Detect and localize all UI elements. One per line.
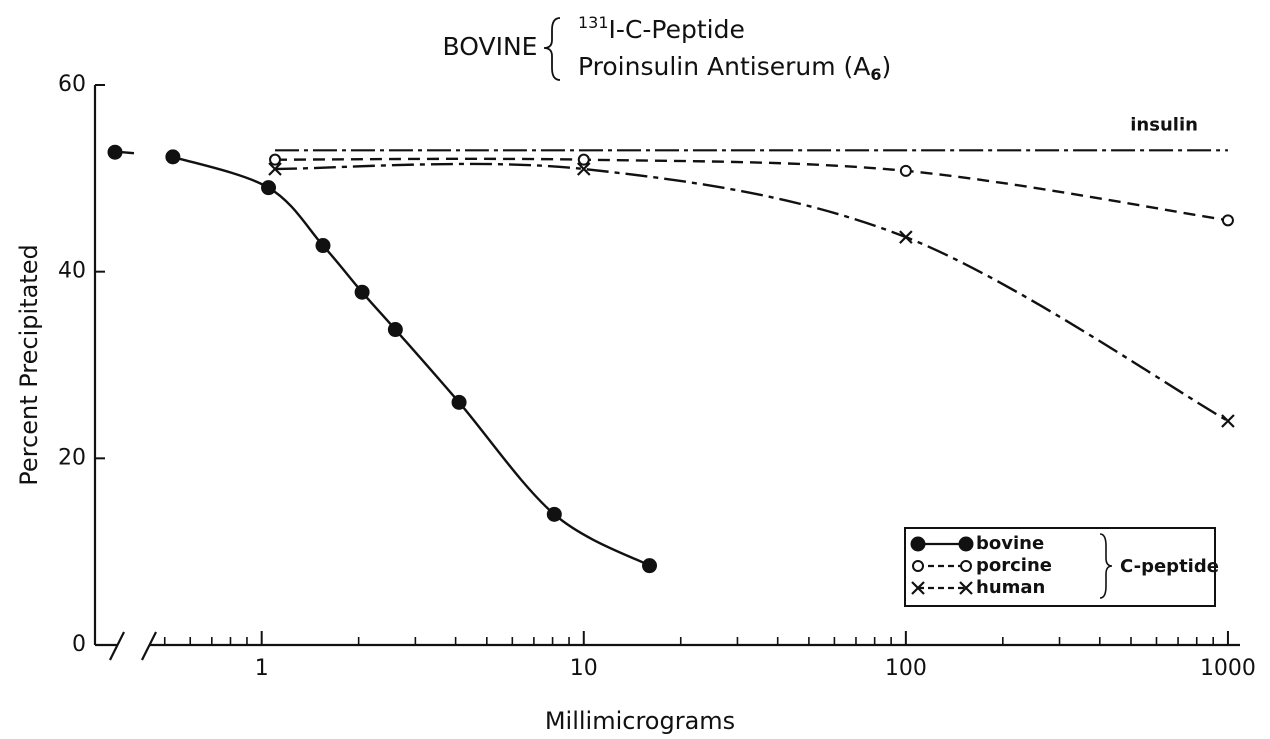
marker-x [577, 162, 591, 176]
marker-x [1221, 414, 1235, 428]
legend-box [904, 527, 1216, 607]
x-tick-label: 10 [570, 656, 598, 681]
marker-filled [315, 238, 331, 254]
subtitle-text: Proinsulin Antiserum (A [578, 52, 870, 81]
legend-label: bovine [976, 533, 1044, 554]
zero-dose-line [121, 151, 135, 155]
subtitle-end: ) [882, 52, 892, 81]
y-tick-label: 0 [72, 632, 86, 657]
marker-filled [910, 536, 926, 552]
legend-label: porcine [976, 555, 1052, 576]
marker-open [899, 164, 912, 177]
y-axis-label: Percent Precipitated [15, 244, 43, 485]
marker-filled [546, 506, 562, 522]
y-tick-label: 60 [58, 72, 86, 97]
marker-filled [387, 322, 403, 338]
marker-filled [354, 284, 370, 300]
marker-filled [642, 558, 658, 574]
x-tick-label: 1000 [1200, 656, 1256, 681]
title-brace [543, 17, 561, 81]
marker-filled [958, 536, 974, 552]
series-line [172, 155, 651, 567]
marker-filled [107, 144, 123, 160]
axis-break [109, 631, 125, 661]
insulin-label: insulin [1130, 114, 1198, 135]
x-tick-label: 100 [885, 656, 927, 681]
subscript: 6 [870, 65, 881, 84]
y-tick-label: 40 [58, 259, 86, 284]
chart-subtitle: Proinsulin Antiserum (A6) [578, 52, 891, 84]
marker-filled [261, 180, 277, 196]
marker-x [959, 581, 973, 595]
legend-label: human [976, 577, 1045, 598]
marker-filled [451, 394, 467, 410]
chart-title: BOVINE [443, 32, 538, 61]
chart-subtitle: 131I-C-Peptide [578, 13, 745, 45]
marker-open [960, 560, 972, 572]
series-line [275, 162, 1229, 423]
marker-x [268, 162, 282, 176]
subtitle-text: I-C-Peptide [609, 15, 745, 44]
x-axis-label: Millimicrograms [545, 707, 735, 735]
superscript: 131 [578, 13, 609, 32]
x-tick-label: 1 [255, 656, 269, 681]
marker-open [269, 153, 282, 166]
marker-filled [165, 149, 181, 165]
axis-break [141, 631, 157, 661]
marker-open [912, 560, 924, 572]
marker-x [899, 230, 913, 244]
legend-brace [1099, 533, 1113, 599]
series-line [275, 157, 1229, 222]
marker-open [1221, 214, 1234, 227]
marker-x [911, 581, 925, 595]
y-tick-label: 20 [58, 445, 86, 470]
legend-group-label: C-peptide [1120, 556, 1219, 577]
marker-open [577, 153, 590, 166]
